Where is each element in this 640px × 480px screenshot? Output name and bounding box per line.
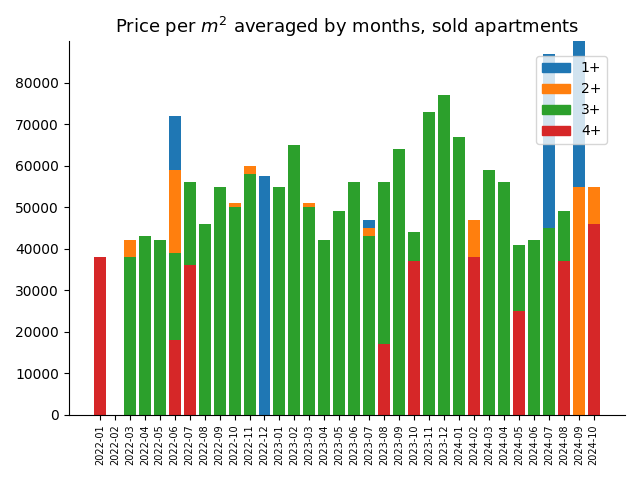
Bar [513,245,525,311]
Bar [543,54,555,228]
Bar [244,174,255,415]
Bar [438,96,450,415]
Bar [498,182,510,415]
Bar [228,207,241,415]
Bar [184,265,196,415]
Bar [289,145,300,415]
Bar [364,220,375,228]
Bar [244,166,255,174]
Bar [453,137,465,415]
Bar [124,240,136,257]
Bar [468,220,480,257]
Bar [378,344,390,415]
Bar [169,116,180,170]
Bar [228,203,241,207]
Bar [198,224,211,415]
Bar [214,187,225,415]
Bar [408,261,420,415]
Bar [303,207,316,415]
Title: Price per $m^2$ averaged by months, sold apartments: Price per $m^2$ averaged by months, sold… [115,15,579,39]
Bar [94,257,106,415]
Bar [364,236,375,415]
Bar [513,311,525,415]
Bar [543,228,555,415]
Bar [348,182,360,415]
Bar [169,253,180,340]
Bar [588,224,600,415]
Bar [573,0,585,187]
Bar [528,240,540,415]
Bar [184,182,196,265]
Bar [139,236,151,415]
Bar [378,182,390,344]
Bar [169,340,180,415]
Bar [333,211,346,415]
Bar [558,261,570,415]
Bar [273,187,285,415]
Bar [393,149,405,415]
Bar [408,232,420,261]
Legend: 1+, 2+, 3+, 4+: 1+, 2+, 3+, 4+ [536,56,607,144]
Bar [303,203,316,207]
Bar [124,257,136,415]
Bar [588,187,600,224]
Bar [423,112,435,415]
Bar [169,170,180,253]
Bar [154,240,166,415]
Bar [483,170,495,415]
Bar [468,257,480,415]
Bar [573,187,585,415]
Bar [259,176,271,415]
Bar [318,240,330,415]
Bar [558,211,570,261]
Bar [364,228,375,236]
